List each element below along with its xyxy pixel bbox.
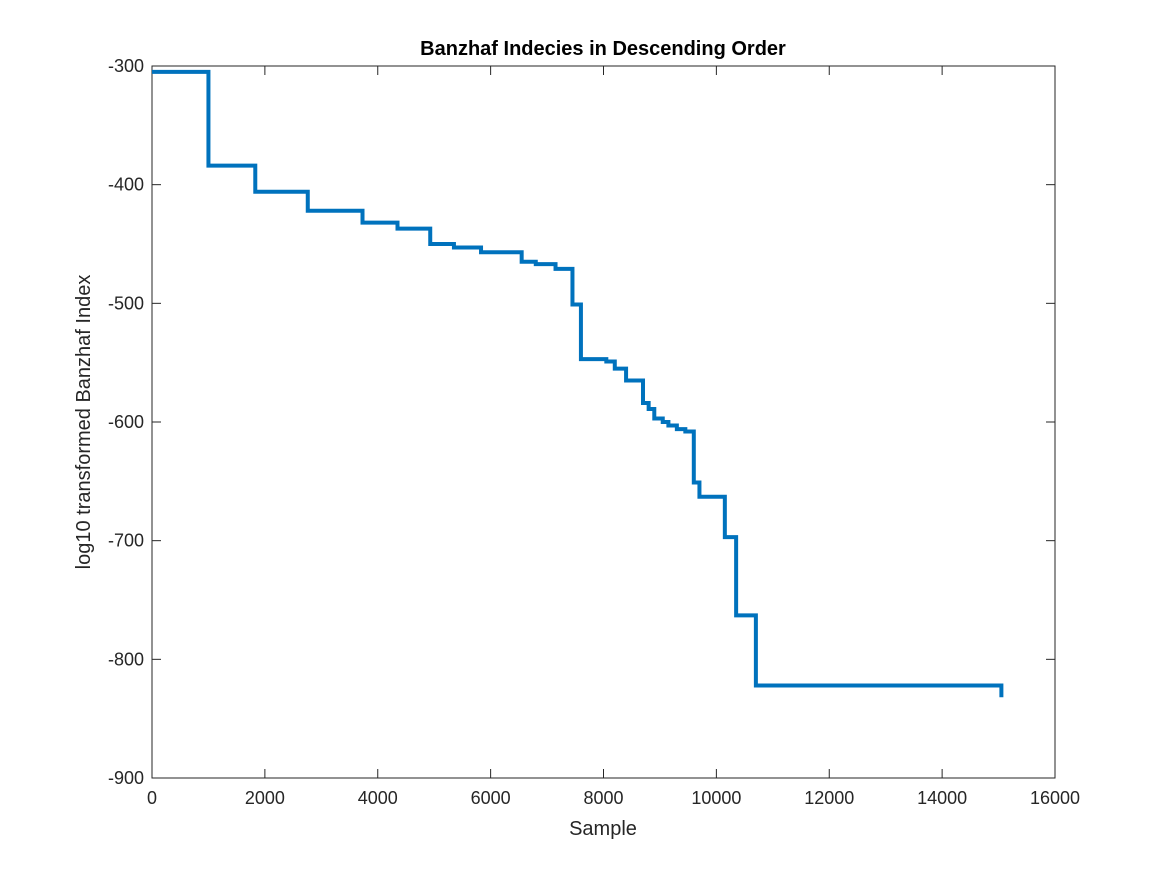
y-tick-label: -700 xyxy=(108,531,144,551)
y-tick-label: -900 xyxy=(108,768,144,788)
series-line xyxy=(152,69,1004,698)
tick-labels: 0 2000 4000 6000 8000 10000 12000 14000 16000 -30… xyxy=(108,56,1080,808)
y-tick-label: -600 xyxy=(108,412,144,432)
x-tick-label: 14000 xyxy=(917,788,967,808)
x-axis-label: Sample xyxy=(569,818,637,840)
y-tick-label: -500 xyxy=(108,293,144,313)
plot-area xyxy=(151,65,1056,779)
x-tick-label: 16000 xyxy=(1030,788,1080,808)
x-tick-label: 8000 xyxy=(583,788,623,808)
x-tick-label: 10000 xyxy=(691,788,741,808)
x-tick-label: 2000 xyxy=(245,788,285,808)
y-tick-label: -400 xyxy=(108,175,144,195)
x-tick-label: 6000 xyxy=(471,788,511,808)
y-axis-label: log10 transformed Banzhaf Index xyxy=(73,275,95,570)
x-tick-label: 0 xyxy=(147,788,157,808)
y-tick-label: -300 xyxy=(108,56,144,76)
x-tick-label: 4000 xyxy=(358,788,398,808)
y-tick-label: -800 xyxy=(108,649,144,669)
chart-title: Banzhaf Indecies in Descending Order xyxy=(420,38,786,60)
x-tick-label: 12000 xyxy=(804,788,854,808)
ticks xyxy=(151,65,1056,779)
